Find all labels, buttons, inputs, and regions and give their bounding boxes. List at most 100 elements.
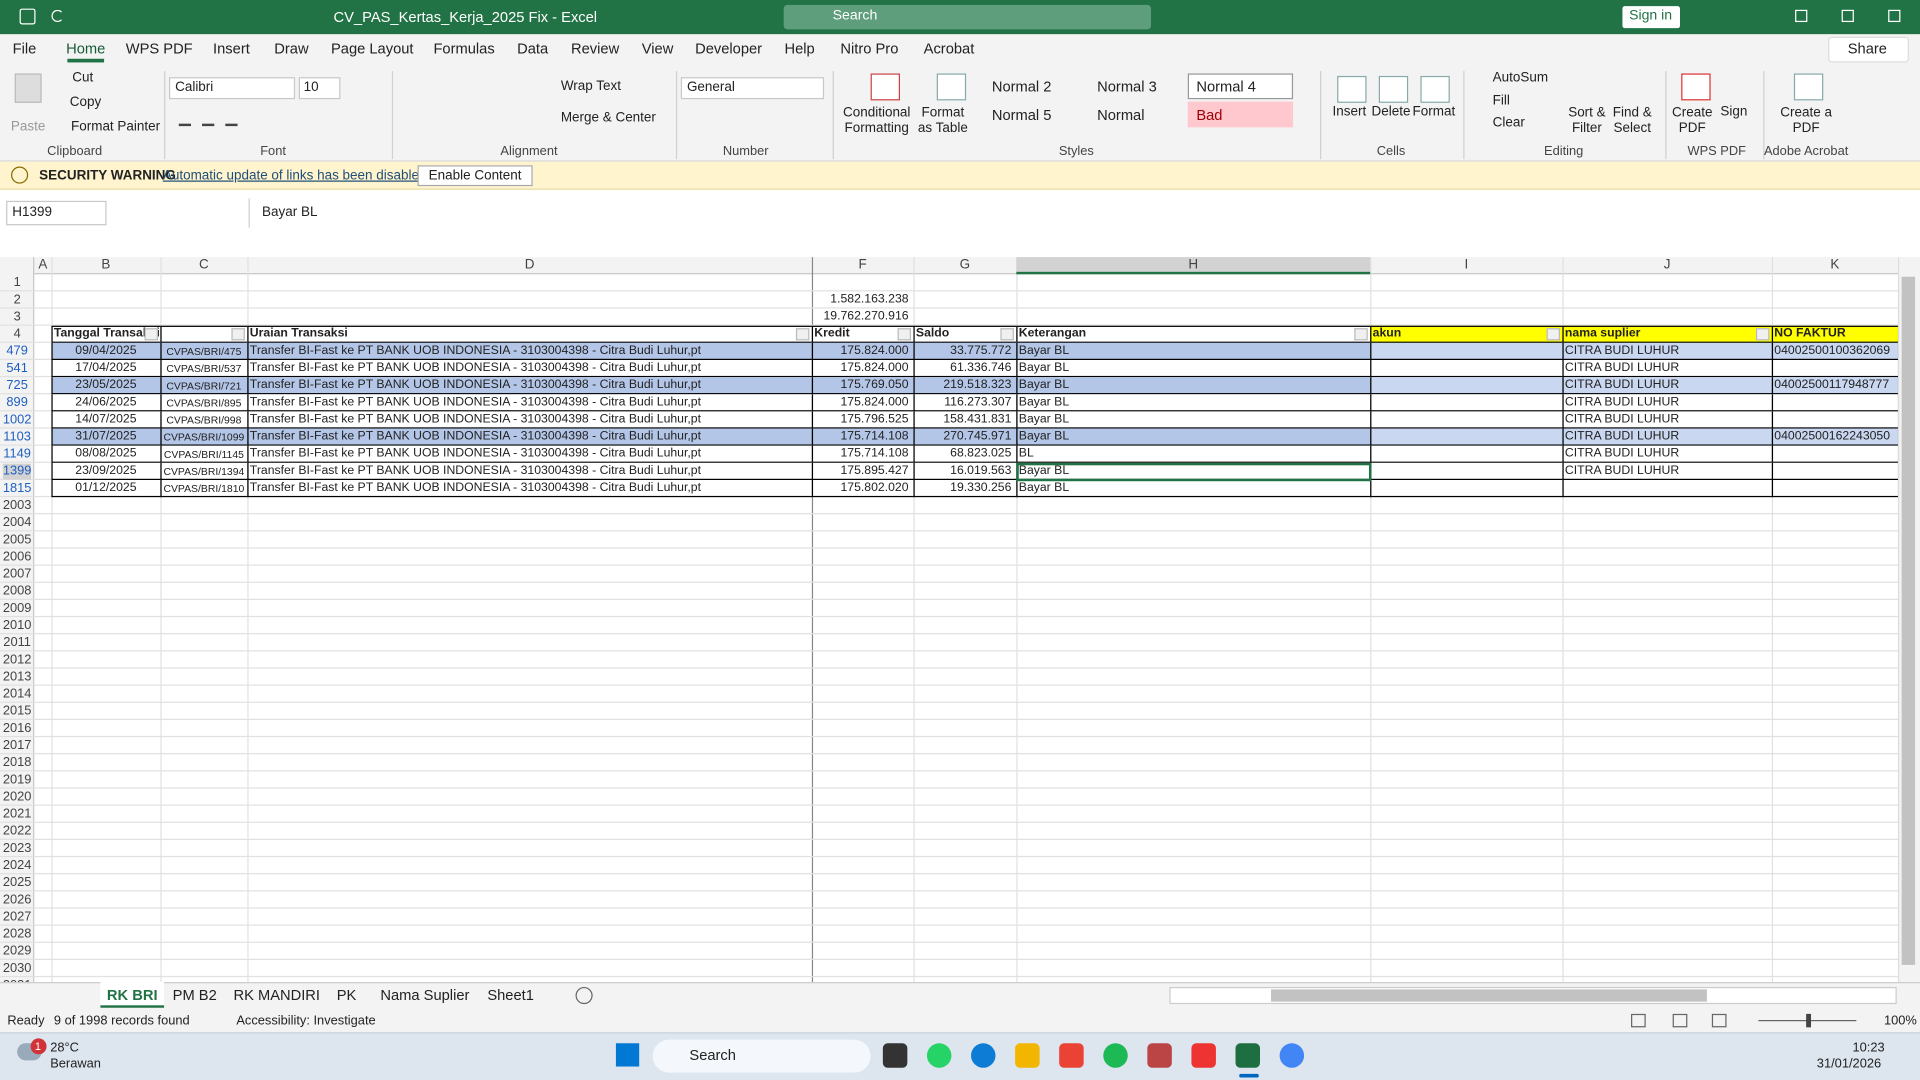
- menu-tab[interactable]: Acrobat: [923, 40, 975, 58]
- enable-content-label[interactable]: Enable Content: [428, 168, 522, 183]
- create-a-pdf[interactable]: Create a PDF: [1780, 105, 1832, 136]
- taskbar-app[interactable]: [926, 1043, 952, 1068]
- search-box[interactable]: [783, 4, 1152, 30]
- cell-text: Bayar BL: [1018, 378, 1070, 392]
- row-gridline: [0, 753, 1898, 755]
- menu-tab[interactable]: Review: [571, 40, 620, 58]
- row-gridline: [0, 907, 1898, 909]
- format-painter[interactable]: Format Painter: [71, 119, 161, 134]
- security-title: SECURITY WARNING: [39, 168, 176, 183]
- sort-filter[interactable]: Sort & Filter: [1568, 105, 1606, 136]
- start-button[interactable]: [615, 1043, 640, 1067]
- filter-button[interactable]: [1354, 328, 1368, 341]
- taskbar-app[interactable]: [1103, 1043, 1128, 1068]
- menu-tab[interactable]: Formulas: [433, 40, 495, 58]
- sign[interactable]: Sign: [1720, 104, 1748, 120]
- sheet-tab[interactable]: RK BRI: [106, 986, 158, 1004]
- cell-text: CVPAS/BRI/998: [166, 413, 242, 427]
- view-button[interactable]: [1711, 1013, 1727, 1028]
- column-header: B: [101, 257, 111, 273]
- window-control[interactable]: [1795, 9, 1808, 23]
- font-style-icon: [225, 111, 238, 127]
- taskbar-app[interactable]: [971, 1043, 996, 1068]
- conditional-formatting[interactable]: Conditional Formatting: [843, 105, 911, 136]
- share-button[interactable]: [1828, 36, 1909, 63]
- taskbar-app[interactable]: [882, 1043, 908, 1068]
- sheet-tab[interactable]: PK: [336, 986, 357, 1004]
- taskbar-search[interactable]: [652, 1039, 871, 1073]
- size[interactable]: 10: [303, 80, 319, 95]
- filter-button[interactable]: [1546, 328, 1560, 341]
- row-gridline: [0, 873, 1898, 875]
- security-message[interactable]: Automatic update of links has been disab…: [162, 168, 427, 183]
- row-header: 725: [6, 378, 28, 393]
- menu-tab[interactable]: Help: [784, 40, 815, 58]
- sheet-tab[interactable]: Sheet1: [487, 986, 534, 1004]
- data-cell: [1370, 428, 1564, 446]
- cell-style-swatch[interactable]: [1187, 101, 1294, 128]
- sheet-tab[interactable]: RK MANDIRI: [233, 986, 321, 1004]
- taskbar-app[interactable]: [1059, 1043, 1084, 1068]
- sheet-tab[interactable]: Nama Suplier: [380, 986, 470, 1004]
- filter-button[interactable]: [1755, 328, 1770, 341]
- header-cell: Keterangan: [1016, 325, 1372, 343]
- view-button[interactable]: [1631, 1013, 1646, 1028]
- view-button[interactable]: [1672, 1013, 1688, 1028]
- find-select[interactable]: Find & Select: [1612, 105, 1652, 136]
- sheet-tab[interactable]: PM B2: [172, 986, 217, 1004]
- menu-tab[interactable]: Developer: [695, 40, 763, 58]
- h-scroll-thumb[interactable]: [1271, 989, 1707, 1002]
- add-sheet-button[interactable]: [575, 986, 593, 1005]
- delete[interactable]: Delete: [1371, 104, 1411, 120]
- taskbar-app[interactable]: [1015, 1043, 1040, 1068]
- menu-tab[interactable]: Home: [66, 40, 106, 58]
- ribbon-icon: [936, 73, 967, 101]
- taskbar-app[interactable]: [1147, 1043, 1172, 1068]
- fill[interactable]: Fill: [1492, 93, 1510, 109]
- menu-tab[interactable]: WPS PDF: [125, 40, 193, 58]
- filter-button[interactable]: [897, 328, 912, 341]
- format[interactable]: Format: [1412, 104, 1456, 120]
- autosum[interactable]: AutoSum: [1492, 70, 1549, 85]
- row-gridline: [0, 821, 1898, 823]
- cell-text: CVPAS/BRI/1810: [163, 482, 245, 495]
- filter-button[interactable]: [795, 328, 810, 341]
- cell-style-swatch[interactable]: [1187, 73, 1294, 100]
- filter-button[interactable]: [144, 328, 158, 341]
- cut[interactable]: Cut: [72, 70, 94, 85]
- copy[interactable]: Copy: [69, 94, 102, 110]
- window-control[interactable]: [1841, 9, 1854, 23]
- wrap-text[interactable]: Wrap Text: [560, 78, 621, 94]
- menu-tab[interactable]: Page Layout: [330, 40, 414, 58]
- active-column-header: [1016, 257, 1371, 275]
- name[interactable]: Calibri: [175, 80, 214, 95]
- status-accessibility[interactable]: Accessibility: Investigate: [236, 1013, 376, 1029]
- taskbar-app[interactable]: [1279, 1043, 1305, 1068]
- filter-button[interactable]: [1000, 328, 1014, 341]
- format[interactable]: General: [686, 80, 735, 95]
- scroll-thumb[interactable]: [1901, 276, 1916, 965]
- format-as-table[interactable]: Format as Table: [917, 105, 968, 136]
- clear[interactable]: Clear: [1492, 115, 1525, 131]
- menu-tab[interactable]: Insert: [213, 40, 250, 58]
- window-control[interactable]: [1888, 9, 1901, 23]
- cell-text: 14/07/2025: [75, 412, 137, 427]
- merge-center[interactable]: Merge & Center: [560, 110, 656, 126]
- menu-tab[interactable]: Nitro Pro: [840, 40, 899, 58]
- menu-tab[interactable]: Data: [517, 40, 549, 58]
- menu-tab[interactable]: Draw: [274, 40, 309, 58]
- row-header: 1: [13, 275, 21, 290]
- sign-in-button[interactable]: [1622, 6, 1680, 29]
- taskbar-app[interactable]: [1191, 1043, 1216, 1068]
- enable-content-button[interactable]: [417, 165, 533, 187]
- paste[interactable]: Paste: [10, 119, 46, 134]
- taskbar-app[interactable]: [1235, 1043, 1260, 1068]
- menu-tab[interactable]: File: [12, 40, 37, 58]
- cell-text: 270.745.971: [943, 429, 1012, 444]
- name-box[interactable]: [6, 200, 107, 226]
- insert[interactable]: Insert: [1332, 104, 1367, 120]
- filter-button[interactable]: [231, 328, 245, 341]
- menu-tab[interactable]: View: [641, 40, 674, 58]
- row-header: 1002: [2, 412, 32, 427]
- create-pdf[interactable]: Create PDF: [1672, 105, 1713, 136]
